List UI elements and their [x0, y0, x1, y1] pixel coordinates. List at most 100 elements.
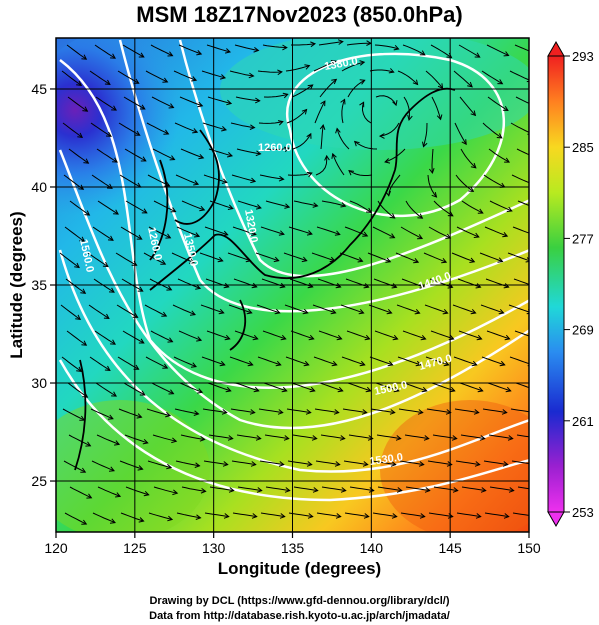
- contour-label: 1320.0: [242, 208, 260, 243]
- streamline: [97, 200, 119, 215]
- streamline-arrow: [162, 363, 169, 369]
- streamline-arrow: [277, 409, 284, 415]
- streamline-arrow: [301, 256, 308, 263]
- streamline-arrow: [255, 150, 262, 157]
- streamline: [397, 356, 421, 366]
- streamline-arrow: [84, 210, 91, 216]
- streamline-arrow: [304, 64, 311, 70]
- streamline-arrow: [359, 101, 365, 108]
- streamline-arrow: [227, 204, 234, 210]
- streamline: [514, 44, 529, 52]
- streamline-arrow: [225, 386, 232, 393]
- streamline-arrow: [340, 202, 347, 208]
- streamline: [429, 278, 453, 288]
- streamline: [293, 486, 318, 492]
- streamline: [401, 278, 425, 288]
- streamline: [484, 226, 508, 237]
- streamline: [319, 382, 343, 392]
- streamline-arrow: [165, 411, 172, 418]
- streamline: [120, 512, 144, 522]
- streamline-arrow: [219, 360, 226, 367]
- streamline-arrow: [249, 409, 256, 415]
- streamline-arrow: [504, 334, 511, 341]
- streamline-arrow: [196, 50, 203, 56]
- streamline: [179, 96, 203, 107]
- streamline: [487, 382, 511, 392]
- streamline-arrow: [108, 287, 115, 293]
- streamline: [234, 330, 258, 340]
- streamline-arrow: [249, 124, 256, 130]
- streamline-arrow: [137, 286, 144, 292]
- contour-label: 1380.0: [323, 55, 358, 73]
- streamline: [93, 278, 115, 293]
- streamline: [348, 434, 373, 440]
- streamline: [509, 70, 529, 81]
- streamline-arrow: [334, 230, 341, 236]
- streamline: [285, 65, 310, 72]
- streamline-arrow: [417, 409, 424, 415]
- streamline-arrow: [138, 52, 145, 58]
- streamline: [265, 486, 290, 492]
- streamline: [313, 60, 337, 72]
- streamline: [453, 356, 477, 366]
- streamline: [91, 174, 113, 189]
- streamline: [484, 512, 509, 518]
- streamline: [373, 278, 397, 288]
- temperature-field: [56, 38, 537, 532]
- streamline-arrow: [253, 386, 260, 393]
- streamline: [173, 70, 197, 81]
- streamline: [451, 252, 475, 263]
- streamline-arrow: [359, 360, 366, 367]
- streamline-arrow: [418, 461, 425, 467]
- streamline-arrow: [79, 236, 86, 242]
- streamline-arrow: [423, 435, 430, 441]
- streamline: [148, 226, 171, 239]
- streamline: [316, 512, 341, 518]
- streamline-arrow: [275, 360, 282, 367]
- streamline: [289, 278, 313, 288]
- streamline-arrow: [395, 435, 402, 441]
- streamline-arrow: [319, 124, 326, 130]
- streamline-arrow: [143, 490, 150, 497]
- x-tick-label: 125: [123, 540, 147, 556]
- streamline: [405, 200, 423, 219]
- streamline-arrow: [81, 519, 88, 525]
- streamline: [346, 330, 370, 340]
- streamline: [345, 278, 369, 288]
- streamline: [207, 96, 232, 104]
- x-tick-label: 140: [360, 540, 384, 556]
- streamline-arrow: [133, 78, 140, 84]
- streamline: [90, 122, 112, 137]
- streamline: [487, 96, 509, 111]
- streamline-arrow: [497, 79, 504, 85]
- streamline-arrow: [331, 360, 338, 367]
- streamline: [115, 252, 137, 266]
- credit-drawing: Drawing by DCL (https://www.gfd-dennou.o…: [149, 595, 450, 607]
- streamline-arrow: [502, 105, 509, 112]
- streamline: [151, 382, 174, 395]
- streamline: [62, 122, 83, 138]
- streamline-arrow: [273, 256, 280, 263]
- streamline: [317, 278, 341, 288]
- streamline-arrow: [306, 461, 313, 467]
- streamline: [507, 252, 529, 262]
- streamline: [179, 382, 203, 393]
- streamline-arrow: [532, 514, 537, 519]
- streamline: [94, 44, 116, 59]
- streamline: [66, 44, 87, 60]
- streamline: [171, 252, 195, 264]
- streamline-arrow: [111, 105, 117, 111]
- streamline: [231, 174, 256, 182]
- streamline: [89, 70, 111, 85]
- streamline-arrow: [474, 461, 481, 467]
- streamline: [64, 512, 87, 525]
- streamline-arrow: [277, 69, 283, 76]
- streamline-arrow: [419, 50, 426, 56]
- streamline-arrow: [363, 513, 370, 519]
- streamline: [285, 356, 309, 366]
- streamline: [206, 330, 230, 340]
- streamline: [230, 408, 255, 414]
- streamline-arrow: [506, 206, 513, 212]
- x-tick-label: 120: [44, 540, 68, 556]
- streamline: [347, 79, 365, 98]
